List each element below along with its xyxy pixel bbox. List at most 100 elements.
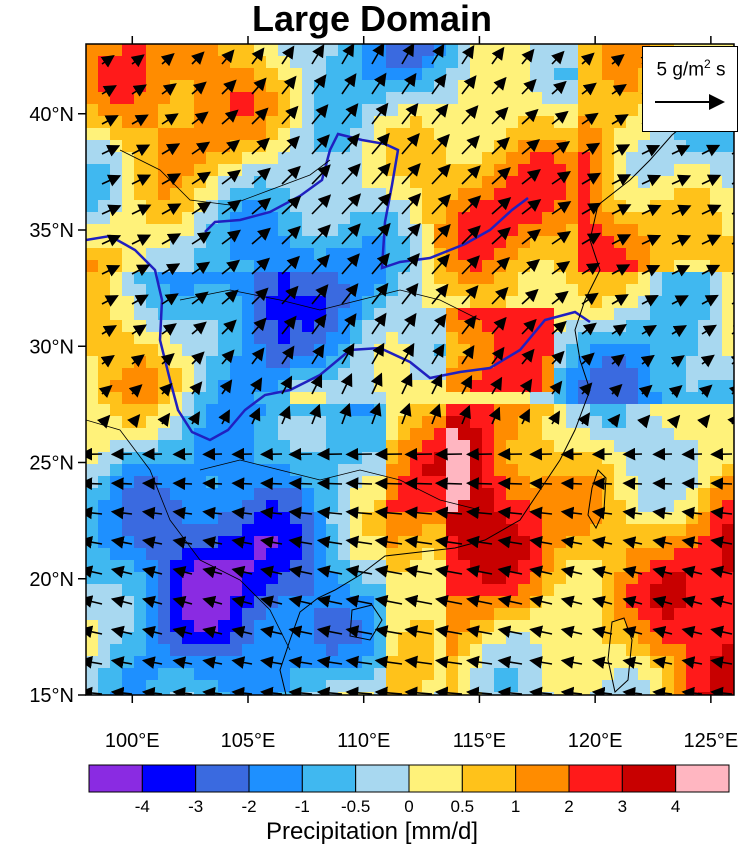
field-cell bbox=[122, 212, 134, 224]
field-cell bbox=[122, 680, 134, 692]
field-cell bbox=[122, 164, 134, 176]
field-cell bbox=[158, 68, 170, 80]
field-cell bbox=[698, 176, 710, 188]
field-cell bbox=[698, 620, 710, 632]
field-cell bbox=[518, 476, 530, 488]
field-cell bbox=[122, 416, 134, 428]
flux-vector bbox=[172, 656, 193, 669]
field-cell bbox=[458, 248, 470, 260]
field-cell bbox=[482, 524, 494, 536]
field-cell bbox=[710, 416, 722, 428]
field-cell bbox=[98, 68, 110, 80]
field-cell bbox=[686, 668, 698, 680]
field-cell bbox=[206, 680, 218, 692]
field-cell bbox=[86, 104, 98, 116]
field-cell bbox=[254, 608, 266, 620]
colorbar-swatch bbox=[248, 764, 303, 793]
flux-vector bbox=[191, 171, 212, 185]
field-cell bbox=[290, 548, 302, 560]
field-cell bbox=[146, 56, 158, 68]
flux-vector bbox=[710, 565, 733, 579]
field-cell bbox=[446, 512, 458, 524]
field-cell bbox=[278, 464, 290, 476]
field-cell bbox=[266, 428, 278, 440]
flux-vector bbox=[551, 320, 567, 335]
field-cell bbox=[194, 272, 206, 284]
field-cell bbox=[590, 404, 602, 416]
field-cell bbox=[134, 536, 146, 548]
field-cell bbox=[446, 464, 458, 476]
field-cell bbox=[134, 128, 146, 140]
colorbar-tick-label: 2 bbox=[564, 797, 573, 816]
field-cell bbox=[494, 368, 506, 380]
field-cell bbox=[518, 212, 530, 224]
field-cell bbox=[578, 476, 590, 488]
field-cell bbox=[206, 368, 218, 380]
field-cell bbox=[578, 224, 590, 236]
field-cell bbox=[386, 80, 398, 92]
field-cell bbox=[206, 608, 218, 620]
flux-vector bbox=[581, 322, 597, 336]
field-cell bbox=[698, 380, 710, 392]
field-cell bbox=[614, 164, 626, 176]
field-cell bbox=[194, 440, 206, 452]
flux-vector bbox=[430, 373, 443, 395]
field-cell bbox=[218, 548, 230, 560]
field-cell bbox=[266, 128, 278, 140]
field-cell bbox=[170, 368, 182, 380]
field-cell bbox=[158, 224, 170, 236]
lon-tick-label: 105°E bbox=[221, 730, 276, 752]
field-cell bbox=[542, 668, 554, 680]
field-cell bbox=[638, 368, 650, 380]
flux-vector bbox=[371, 132, 390, 155]
field-cell bbox=[110, 428, 122, 440]
flux-vector bbox=[131, 234, 152, 246]
field-cell bbox=[146, 152, 158, 164]
flux-vector bbox=[652, 686, 673, 695]
field-cell bbox=[122, 308, 134, 320]
field-cell bbox=[278, 140, 290, 152]
field-cell bbox=[422, 428, 434, 440]
flux-vector bbox=[191, 201, 212, 215]
field-cell bbox=[506, 416, 518, 428]
field-cell bbox=[542, 140, 554, 152]
field-cell bbox=[686, 284, 698, 296]
field-cell bbox=[182, 428, 194, 440]
field-cell bbox=[530, 236, 542, 248]
field-cell bbox=[578, 152, 590, 164]
field-cell bbox=[386, 428, 398, 440]
field-cell bbox=[722, 380, 734, 392]
flux-vector bbox=[231, 686, 253, 695]
flux-vector bbox=[288, 477, 313, 491]
field-cell bbox=[230, 236, 242, 248]
flux-vector bbox=[127, 414, 141, 428]
field-cell bbox=[374, 428, 386, 440]
field-cell bbox=[554, 224, 566, 236]
flux-vector bbox=[399, 402, 412, 425]
field-cell bbox=[566, 488, 578, 500]
flux-vector bbox=[641, 174, 662, 187]
field-cell bbox=[710, 692, 722, 695]
field-cell bbox=[158, 44, 170, 56]
field-cell bbox=[146, 212, 158, 224]
field-cell bbox=[170, 632, 182, 644]
field-cell bbox=[110, 392, 122, 404]
colorbar-tick-label: 4 bbox=[671, 797, 680, 816]
field-cell bbox=[254, 632, 266, 644]
field-cell bbox=[122, 584, 134, 596]
flux-vector bbox=[345, 477, 373, 490]
field-cell bbox=[122, 200, 134, 212]
field-cell bbox=[146, 44, 158, 56]
field-cell bbox=[278, 488, 290, 500]
field-cell bbox=[146, 464, 158, 476]
field-cell bbox=[638, 212, 650, 224]
field-cell bbox=[254, 668, 266, 680]
field-cell bbox=[230, 344, 242, 356]
field-cell bbox=[110, 488, 122, 500]
field-cell bbox=[326, 572, 338, 584]
field-cell bbox=[218, 572, 230, 584]
flux-vector bbox=[130, 354, 145, 368]
field-cell bbox=[518, 332, 530, 344]
field-cell bbox=[530, 176, 542, 188]
field-cell bbox=[434, 680, 446, 692]
